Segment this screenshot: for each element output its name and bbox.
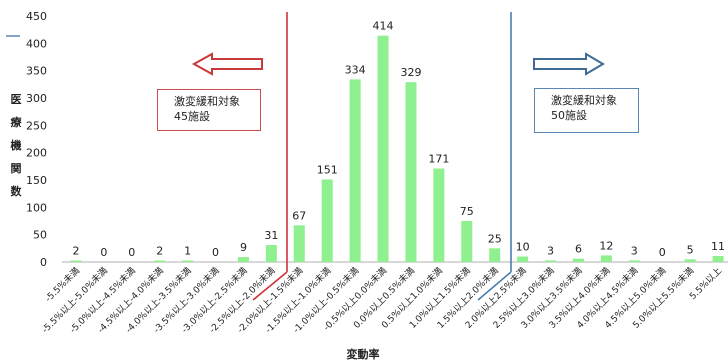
- y-tick-label: 450: [26, 10, 47, 23]
- bar-value-label: 25: [488, 232, 502, 245]
- y-tick-label: 250: [26, 119, 47, 132]
- bar: [461, 221, 473, 262]
- bar-value-label: 5: [687, 243, 694, 256]
- bar-value-label: 0: [128, 246, 135, 259]
- y-tick-label: 400: [26, 37, 47, 50]
- bar: [349, 79, 361, 262]
- y-tick-label: 50: [33, 229, 47, 242]
- bar-value-label: 9: [240, 241, 247, 254]
- bar: [712, 255, 724, 262]
- bar-value-label: 3: [547, 244, 554, 257]
- bar-value-label: 31: [264, 229, 278, 242]
- bar: [684, 259, 696, 262]
- bar-value-label: 0: [100, 246, 107, 259]
- x-tick-labels: -5.5%未満-5.5%以上-5.0%未満-5.0%以上-4.5%未満-4.5%…: [39, 265, 724, 336]
- bar-value-label: 10: [516, 241, 530, 254]
- y-tick-label: 300: [26, 92, 47, 105]
- bar: [321, 179, 333, 262]
- y-tick-label: 0: [40, 256, 47, 269]
- bar-value-label: 3: [631, 244, 638, 257]
- left-arrow-icon: [191, 52, 263, 76]
- bar-value-label: 171: [428, 153, 449, 166]
- y-tick-label: 200: [26, 147, 47, 160]
- left-box-line2: 45施設: [174, 110, 210, 123]
- bar-value-label: 0: [659, 246, 666, 259]
- bar: [628, 260, 640, 262]
- bar-value-label: 67: [292, 209, 306, 222]
- left-annotation-box: 激変緩和対象 45施設: [157, 89, 261, 131]
- bar: [265, 245, 277, 262]
- bar: [433, 168, 445, 262]
- bar-value-label: 6: [575, 243, 582, 256]
- y-axis-label: 医療機関数: [10, 93, 22, 198]
- bar: [545, 260, 557, 262]
- bar-value-label: 334: [345, 63, 366, 76]
- left-box-line1: 激変緩和対象: [174, 95, 240, 108]
- bar: [377, 35, 389, 263]
- left-threshold-diagonal: [252, 271, 288, 301]
- right-arrow-icon: [533, 52, 605, 76]
- bar-value-label: 0: [212, 246, 219, 259]
- x-axis-label: 変動率: [346, 348, 380, 361]
- bar-value-label: 329: [400, 66, 421, 79]
- bar: [182, 260, 194, 262]
- bar-value-label: 2: [156, 245, 163, 258]
- bar-value-label: 75: [460, 205, 474, 218]
- y-tick-label: 150: [26, 174, 47, 187]
- bar: [405, 82, 417, 262]
- bar-value-label: 1: [184, 245, 191, 258]
- bar: [293, 225, 305, 262]
- y-tick-label: 100: [26, 201, 47, 214]
- bar: [237, 257, 249, 262]
- bar: [572, 258, 584, 262]
- right-box-line2: 50施設: [551, 109, 587, 122]
- bar-value-label: 2: [72, 245, 79, 258]
- bar-value-label: 12: [599, 239, 613, 252]
- bars: [70, 35, 724, 263]
- right-annotation-box: 激変緩和対象 50施設: [534, 88, 639, 133]
- bar: [70, 260, 82, 262]
- right-box-line1: 激変緩和対象: [551, 94, 617, 107]
- bar-value-label: 11: [711, 240, 725, 253]
- y-tick-label: 350: [26, 65, 47, 78]
- right-threshold-diagonal: [477, 271, 512, 301]
- bar: [517, 256, 529, 262]
- bar-value-label: 151: [317, 163, 338, 176]
- bar-value-label: 414: [373, 20, 394, 33]
- bar: [154, 260, 166, 262]
- bar: [600, 255, 612, 262]
- bar: [489, 248, 501, 262]
